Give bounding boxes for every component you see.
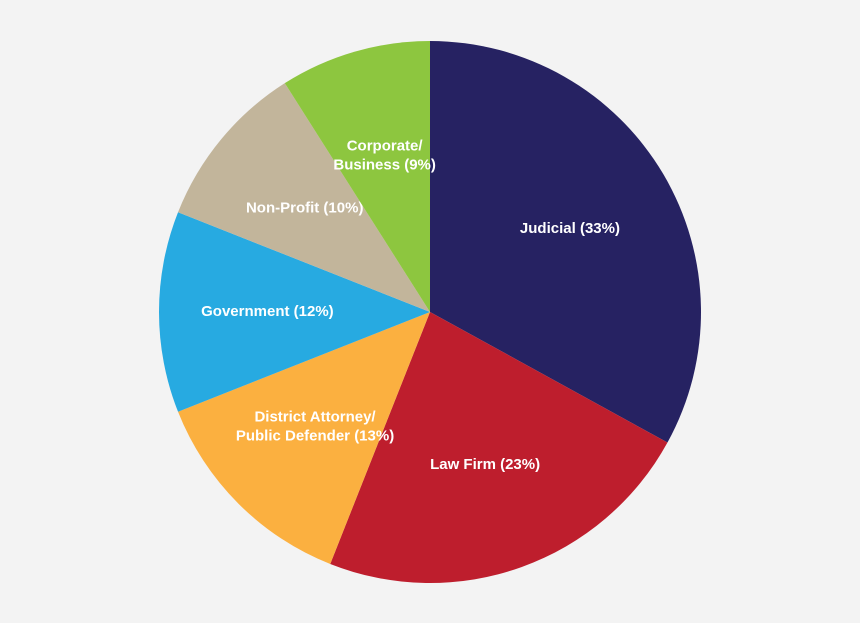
slice-label: Law Firm (23%): [430, 456, 540, 473]
slice-label: Corporate/: [347, 137, 424, 154]
slice-label: Non-Profit (10%): [246, 199, 364, 216]
pie-slice: [159, 212, 430, 412]
slice-label: District Attorney/: [254, 408, 376, 425]
slice-label: Judicial (33%): [520, 220, 620, 237]
pie-slice: [430, 41, 702, 443]
pie-slice: [178, 83, 430, 312]
pie-slice: [178, 312, 430, 564]
pie-slice: [330, 312, 668, 584]
slice-label: Business (9%): [333, 156, 436, 173]
pie-slice: [284, 41, 430, 312]
slice-label: Public Defender (13%): [236, 427, 394, 444]
slice-label: Government (12%): [201, 303, 334, 320]
